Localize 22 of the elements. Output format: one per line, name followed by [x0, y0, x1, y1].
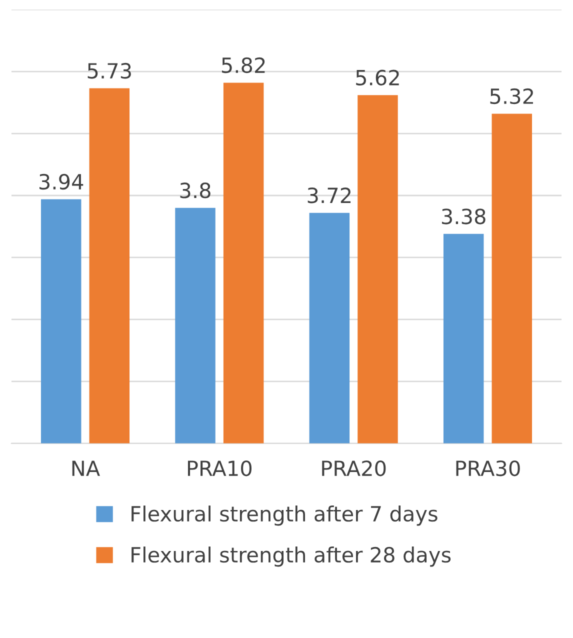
bar — [443, 234, 484, 444]
data-label: 3.8 — [180, 182, 210, 198]
bar — [309, 212, 350, 444]
bar — [89, 88, 130, 444]
bar — [175, 208, 216, 444]
data-label: 3.38 — [442, 208, 486, 224]
data-label: 5.62 — [356, 70, 399, 86]
bar — [358, 95, 398, 444]
legend-label: Flexural strength after 7 days — [132, 506, 438, 526]
x-tick-label: PRA20 — [322, 460, 386, 476]
data-label: 5.32 — [490, 88, 534, 104]
x-tick-label: NA — [72, 460, 100, 476]
x-tick-label: PRA30 — [456, 460, 520, 476]
data-label: 3.72 — [308, 188, 351, 204]
data-label: 3.94 — [39, 174, 84, 190]
data-label: 5.82 — [222, 57, 265, 74]
data-label: 5.73 — [88, 62, 131, 79]
bar — [492, 114, 532, 444]
x-tick-label: PRA10 — [188, 460, 252, 476]
legend-label: Flexural strength after 28 days — [132, 546, 451, 567]
bar — [40, 199, 82, 444]
bar — [223, 82, 264, 444]
